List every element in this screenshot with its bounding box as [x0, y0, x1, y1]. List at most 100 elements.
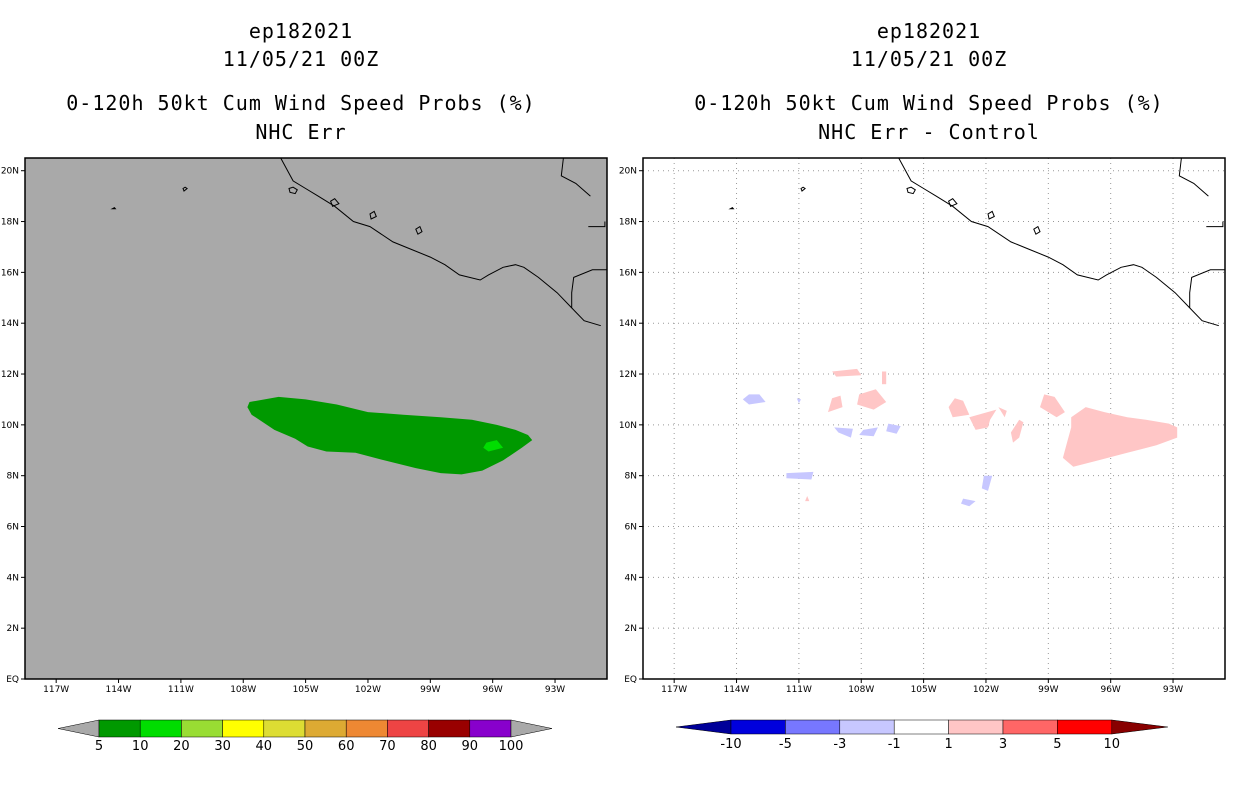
left-lon-label: 99W — [420, 685, 440, 695]
left-map: EQ 2N 4N 6N 8N 10N 12N 14N 16N 18N 20N 117W 114W 111W… — [1, 157, 608, 695]
left-colorbar-swatch — [263, 719, 306, 738]
left-border — [571, 269, 607, 308]
right-lon-label: 93W — [1163, 685, 1183, 695]
left-lon-label: 96W — [482, 685, 502, 695]
left-colorbar-label: 50 — [297, 739, 314, 754]
right-colorbar-label: -10 — [720, 737, 741, 752]
right-colorbar-swatch — [730, 719, 786, 735]
right-prob-region — [834, 427, 853, 438]
left-lat-label: 18N — [1, 218, 19, 228]
right-colorbar-label: 3 — [999, 737, 1007, 752]
right-colorbar-swatch — [1057, 719, 1113, 735]
left-island — [110, 206, 117, 210]
left-lat-label: 2N — [7, 624, 19, 634]
right-lat-label: 16N — [619, 268, 637, 278]
right-datetime: 11/05/21 00Z — [850, 47, 1008, 71]
left-colorbar-label: 40 — [256, 739, 273, 754]
right-prob-region — [1010, 419, 1024, 443]
right-lat-label: 14N — [619, 319, 637, 329]
left-lat-label: EQ — [6, 675, 19, 685]
right-prob-region — [859, 427, 878, 437]
left-island — [182, 186, 188, 192]
right-lon-label: 111W — [786, 685, 812, 695]
left-colorbar: 5 10 20 30 40 50 60 70 80 90 100 — [57, 719, 553, 754]
right-lat-label: 20N — [619, 167, 637, 177]
left-colorbar-swatch — [387, 719, 429, 738]
right-map: EQ 2N 4N 6N 8N 10N 12N 14N 16N 18N 20N 117W 114W 111W… — [619, 157, 1226, 695]
right-colorbar-label: -3 — [833, 737, 846, 752]
right-colorbar: -10 -5 -3 -1 1 3 5 10 — [675, 719, 1168, 752]
right-prob-region — [832, 368, 862, 377]
right-lat-label: 2N — [625, 624, 637, 634]
left-colorbar-label: 30 — [214, 739, 231, 754]
right-prob-region — [1062, 407, 1178, 467]
left-colorbar-swatch — [304, 719, 347, 738]
left-colorbar-swatch — [181, 719, 223, 738]
left-lat-label: 4N — [7, 573, 19, 583]
left-prob-region — [247, 396, 533, 475]
right-lon-label: 108W — [848, 685, 874, 695]
left-lon-label: 108W — [230, 685, 256, 695]
left-lon-label: 117W — [43, 685, 69, 695]
right-colorbar-low-arrow — [675, 719, 732, 735]
left-lat-label: 16N — [1, 268, 19, 278]
left-lon-label: 93W — [545, 685, 565, 695]
right-lat-label: 6N — [625, 523, 637, 533]
left-colorbar-label: 20 — [173, 739, 190, 754]
left-datetime: 11/05/21 00Z — [222, 47, 380, 71]
left-coastline — [280, 157, 601, 327]
right-lat-label: 12N — [619, 370, 637, 380]
left-lon-label: 105W — [293, 685, 319, 695]
left-colorbar-swatch — [345, 719, 388, 738]
left-colorbar-swatch — [222, 719, 265, 738]
right-island — [947, 198, 958, 207]
left-colorbar-label: 90 — [462, 739, 479, 754]
left-product-title: 0-120h 50kt Cum Wind Speed Probs (%) — [66, 91, 536, 115]
right-storm-id: ep182021 — [876, 19, 982, 43]
right-lat-label: 10N — [619, 421, 637, 431]
left-colorbar-swatch — [139, 719, 182, 738]
left-storm-id: ep182021 — [248, 19, 354, 43]
right-island — [906, 186, 916, 195]
right-prob-region — [886, 423, 901, 434]
right-lon-label: 117W — [661, 685, 687, 695]
right-colorbar-swatch — [785, 719, 841, 735]
left-prob-region — [483, 440, 504, 452]
left-map-frame — [24, 157, 608, 680]
left-colorbar-swatch — [469, 719, 512, 738]
right-lon-label: 99W — [1038, 685, 1058, 695]
right-lat-label: 8N — [625, 472, 637, 482]
right-prob-region — [786, 471, 814, 480]
left-lat-label: 8N — [7, 472, 19, 482]
left-lon-label: 114W — [105, 685, 131, 695]
left-colorbar-label: 60 — [338, 739, 355, 754]
right-prob-region — [961, 498, 976, 507]
right-prob-region — [857, 389, 887, 410]
right-colorbar-swatch — [1002, 719, 1058, 735]
right-coastline — [898, 157, 1219, 327]
right-colorbar-label: -1 — [888, 737, 901, 752]
left-lat-label: 12N — [1, 370, 19, 380]
right-colorbar-swatch — [839, 719, 895, 735]
left-colorbar-label: 10 — [132, 739, 149, 754]
right-prob-region — [969, 409, 997, 430]
right-colorbar-label: 10 — [1104, 737, 1121, 752]
right-lat-label: 18N — [619, 218, 637, 228]
right-lat-label: EQ — [624, 675, 637, 685]
left-colorbar-label: 100 — [499, 739, 524, 754]
left-border — [560, 157, 591, 197]
left-subtitle: NHC Err — [255, 120, 347, 144]
right-prob-region — [981, 475, 993, 491]
left-colorbar-high-arrow — [510, 719, 553, 738]
left-colorbar-label: 80 — [420, 739, 437, 754]
right-prob-region — [805, 496, 810, 502]
right-prob-region — [998, 407, 1007, 418]
left-island — [369, 210, 377, 220]
left-border — [588, 221, 606, 228]
right-prob-region — [882, 371, 887, 385]
right-lon-label: 105W — [911, 685, 937, 695]
right-prob-region — [948, 398, 970, 418]
right-island — [987, 210, 995, 220]
left-colorbar-label: 5 — [95, 739, 103, 754]
